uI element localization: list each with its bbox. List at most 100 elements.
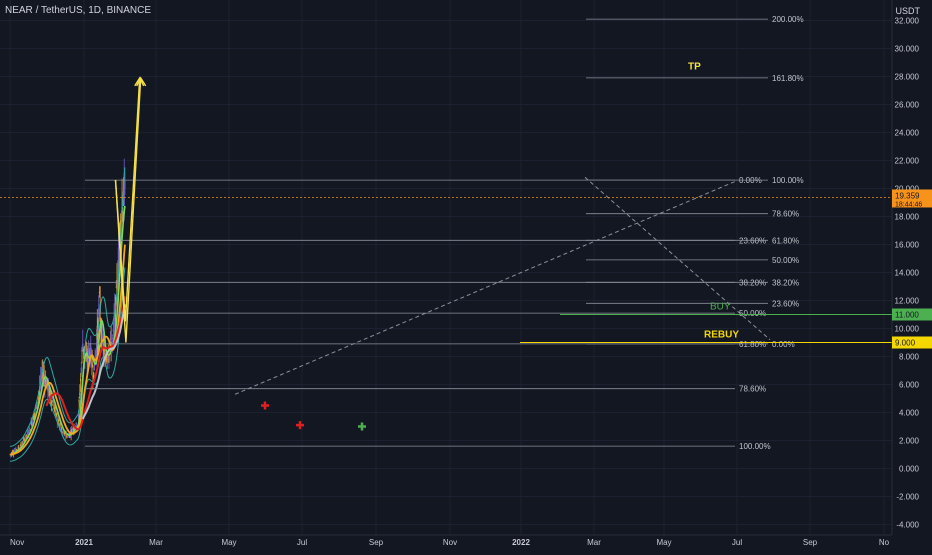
buy-price-tag[interactable] bbox=[892, 308, 932, 321]
price-axis-tick-label: 26.000 bbox=[895, 101, 920, 110]
price-axis-tick-label: 2.000 bbox=[899, 437, 920, 446]
price-axis-tick-label: 18.000 bbox=[895, 213, 920, 222]
candle-body bbox=[61, 431, 63, 433]
symbol-name[interactable]: NEAR bbox=[5, 5, 33, 16]
candle-body bbox=[42, 372, 44, 379]
buy-price-value: 11.000 bbox=[895, 311, 919, 320]
candle-body bbox=[31, 420, 34, 424]
candle-body bbox=[95, 351, 97, 356]
candle-body bbox=[112, 328, 114, 333]
candle-body bbox=[73, 427, 75, 431]
price-axis-tick-label: 32.000 bbox=[895, 17, 920, 26]
fib-extension-label: 38.20% bbox=[772, 278, 799, 287]
fib-level-label: 23.60% bbox=[739, 236, 766, 245]
bollinger-lower-band bbox=[10, 267, 126, 462]
candle-body bbox=[36, 400, 38, 409]
candle-body bbox=[29, 429, 31, 431]
candle-body bbox=[44, 380, 46, 386]
candle-body bbox=[77, 413, 79, 418]
rebuy-label: REBUY bbox=[704, 330, 739, 341]
last-price-tag bbox=[892, 189, 932, 208]
candle-body bbox=[124, 179, 126, 190]
time-axis-tick-label: 2021 bbox=[75, 538, 93, 547]
rebuy-price-value: 9.000 bbox=[895, 339, 916, 348]
candle-body bbox=[63, 431, 66, 435]
fib-extension-label: 23.60% bbox=[772, 299, 799, 308]
candle-body bbox=[122, 200, 125, 206]
time-axis-tick-label: Mar bbox=[587, 538, 601, 547]
price-axis-tick-label: 22.000 bbox=[895, 157, 920, 166]
candle-body bbox=[24, 438, 26, 440]
time-axis-tick-label: Jul bbox=[732, 538, 742, 547]
candle-body bbox=[92, 375, 94, 378]
candle-body bbox=[123, 172, 125, 205]
candle-body bbox=[111, 337, 114, 339]
rebuy-price-tag[interactable] bbox=[892, 336, 932, 349]
price-axis-tick-label: 12.000 bbox=[895, 297, 920, 306]
candle-body bbox=[101, 324, 103, 345]
candle-body bbox=[21, 443, 23, 445]
candle-body bbox=[34, 412, 36, 414]
candle-body bbox=[15, 448, 17, 452]
candle-body bbox=[90, 351, 93, 365]
candle-body bbox=[34, 407, 37, 411]
price-axis-tick-label: -2.000 bbox=[896, 493, 919, 502]
sell-cross-marker bbox=[261, 401, 269, 410]
time-axis-tick-label: Mar bbox=[149, 538, 163, 547]
candle-body bbox=[90, 345, 92, 364]
candle-body bbox=[98, 291, 101, 294]
buy-cross-marker bbox=[358, 422, 366, 431]
candle-body bbox=[57, 421, 59, 423]
fib-level-label: 50.00% bbox=[739, 309, 766, 318]
candle-body bbox=[105, 359, 107, 360]
candle-body bbox=[93, 358, 95, 371]
candle-body bbox=[37, 396, 39, 398]
candle-body bbox=[68, 435, 70, 438]
candle-body bbox=[31, 422, 33, 426]
candle-body bbox=[26, 434, 28, 436]
candle-body bbox=[56, 416, 58, 422]
price-axis-tick-label: 8.000 bbox=[899, 353, 920, 362]
candle-body bbox=[106, 359, 108, 362]
candle-body bbox=[43, 376, 45, 378]
candle-body bbox=[79, 392, 81, 396]
candle-body bbox=[42, 371, 45, 376]
candle-body bbox=[10, 453, 13, 454]
price-axis-tick-label: 28.000 bbox=[895, 73, 920, 82]
fib-extension-label: 0.00% bbox=[772, 340, 795, 349]
candle-body bbox=[115, 286, 117, 288]
fib-level-label: 0.00% bbox=[739, 176, 762, 185]
candle-body bbox=[17, 447, 19, 450]
candle-body bbox=[14, 450, 16, 452]
candle-body bbox=[85, 355, 87, 359]
price-countdown: 18:44:46 bbox=[895, 201, 922, 208]
candle-body bbox=[109, 338, 111, 341]
candle-body bbox=[89, 351, 91, 358]
candle-body bbox=[63, 431, 65, 434]
candle-body bbox=[91, 362, 93, 367]
time-axis-tick-label: 2022 bbox=[512, 538, 530, 547]
price-axis-tick-label: 24.000 bbox=[895, 129, 920, 138]
moving-average-gray bbox=[81, 304, 126, 420]
price-axis-tick-label: 4.000 bbox=[899, 409, 920, 418]
fib-extension-label: 200.00% bbox=[772, 15, 804, 24]
candle-body bbox=[103, 349, 105, 355]
fib-level-label: 38.20% bbox=[739, 278, 766, 287]
sell-cross-marker bbox=[296, 421, 304, 430]
time-axis-tick-label: May bbox=[221, 538, 236, 547]
candle-body bbox=[27, 431, 29, 435]
price-axis-tick-label: 6.000 bbox=[899, 381, 920, 390]
candle-body bbox=[45, 378, 47, 386]
candle-body bbox=[52, 403, 54, 406]
interval-label[interactable]: 1D bbox=[88, 5, 101, 16]
candle-body bbox=[75, 422, 77, 426]
price-axis[interactable] bbox=[892, 0, 932, 550]
candle-body bbox=[88, 349, 90, 356]
projection-path-rebuy[interactable] bbox=[114, 77, 142, 343]
fib-extension-label: 61.80% bbox=[772, 236, 799, 245]
price-axis-tick-label: -4.000 bbox=[896, 521, 919, 530]
time-axis-tick-label: Jul bbox=[297, 538, 307, 547]
